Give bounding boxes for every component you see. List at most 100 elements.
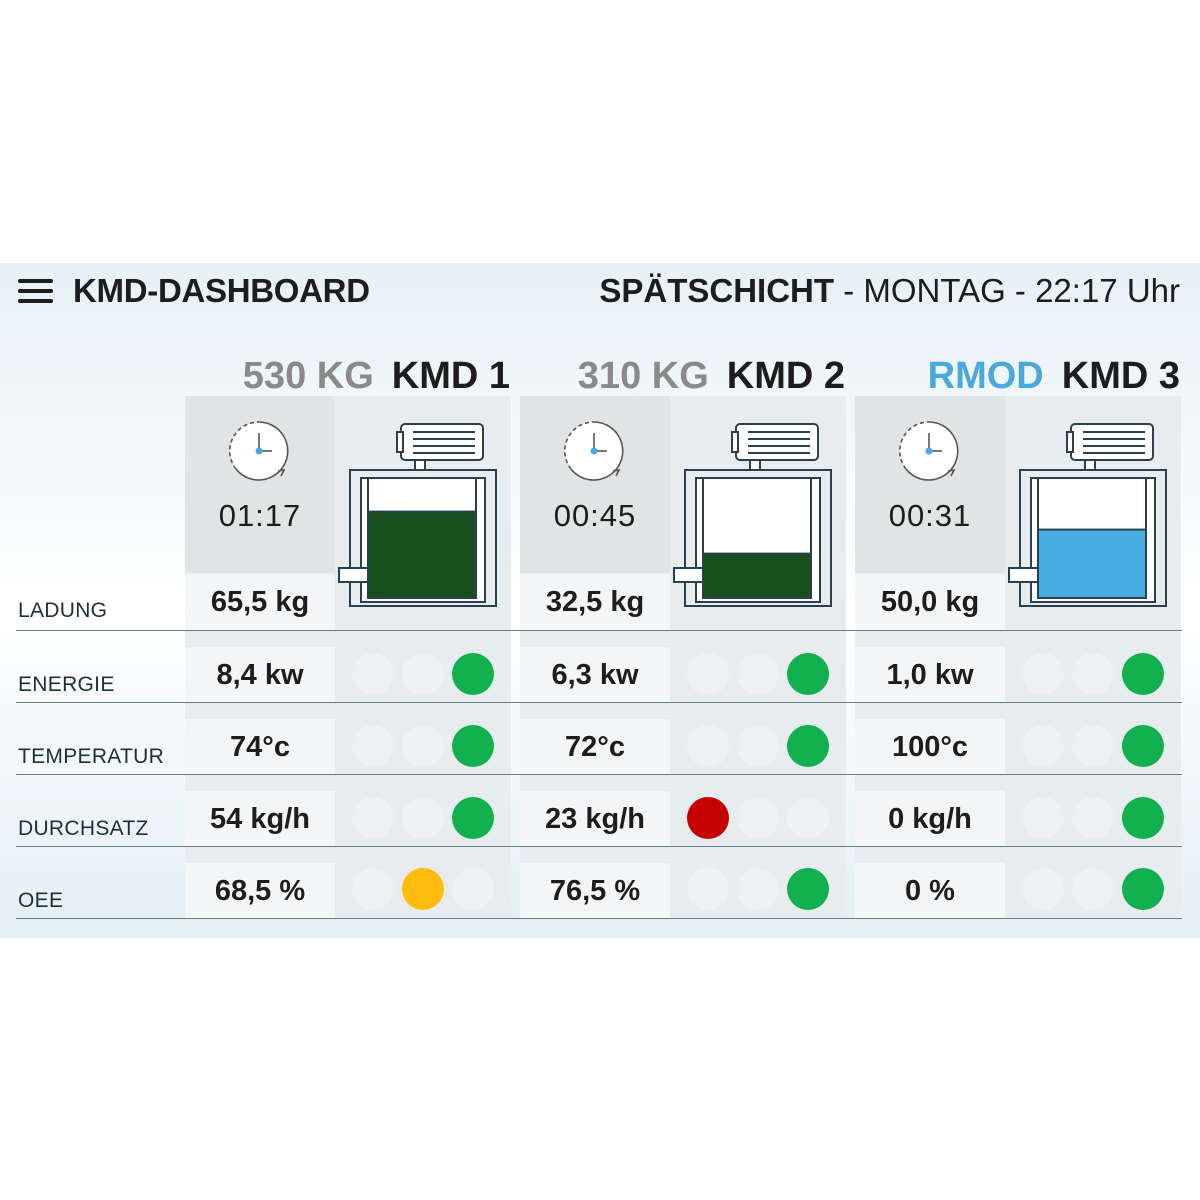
status-light-temperatur-1: [687, 725, 729, 767]
clock-icon: [229, 421, 289, 481]
mixer-machine-icon: [673, 423, 832, 607]
row-divider: [16, 846, 1182, 847]
status-light-oee-2: [1072, 868, 1114, 910]
unit-weight: 530 KG: [242, 355, 374, 397]
motor-cap: [1066, 431, 1074, 453]
status-light-oee-1: [352, 868, 394, 910]
status-light-oee-2: [737, 868, 779, 910]
status-light-energie-2: [1072, 653, 1114, 695]
status-light-oee-3: [452, 868, 494, 910]
oee-value: 0 %: [855, 863, 1005, 919]
status-light-temperatur-3: [1122, 725, 1164, 767]
header-bar: KMD-DASHBOARD SPÄTSCHICHT - MONTAG - 22:…: [0, 263, 1200, 317]
temperatur-value: 100°c: [855, 719, 1005, 775]
oee-value: 68,5 %: [185, 863, 335, 919]
motor-housing: [1070, 423, 1154, 461]
status-light-temperatur-1: [352, 725, 394, 767]
status-light-durchsatz-1: [352, 797, 394, 839]
machine-frame: [684, 469, 832, 607]
shift-name: SPÄTSCHICHT: [599, 272, 835, 309]
unit-block-2[interactable]: 00:45 32,5 kg 6,3 kw 72°c 23 kg/h 76,5 %: [520, 396, 846, 919]
status-light-energie-1: [687, 653, 729, 695]
shift-day-time: - MONTAG - 22:17 Uhr: [834, 272, 1180, 309]
row-label-oee: OEE: [18, 889, 64, 912]
row-label-durchsatz: DURCHSATZ: [18, 817, 149, 840]
motor-housing: [400, 423, 484, 461]
temperatur-value: 74°c: [185, 719, 335, 775]
drum-fill-level: [367, 510, 477, 599]
row-label-temperatur: TEMPERATUR: [18, 745, 165, 768]
timer-value: 01:17: [218, 498, 302, 533]
motor-shaft: [414, 459, 426, 471]
row-divider: [16, 774, 1182, 775]
timer-area: 01:17: [185, 396, 335, 573]
timer-area: 00:45: [520, 396, 670, 573]
row-divider: [16, 918, 1182, 919]
status-light-oee-1: [687, 868, 729, 910]
row-divider: [16, 630, 1182, 631]
motor-shaft: [1084, 459, 1096, 471]
outlet-pipe: [338, 567, 369, 583]
dashboard-panel: KMD-DASHBOARD SPÄTSCHICHT - MONTAG - 22:…: [0, 263, 1200, 938]
status-light-energie-3: [1122, 653, 1164, 695]
unit-heading-3: RMOD KMD 3: [928, 355, 1180, 398]
row-divider: [16, 702, 1182, 703]
status-light-energie-2: [402, 653, 444, 695]
row-label-ladung: LADUNG: [18, 599, 108, 622]
status-light-temperatur-2: [1072, 725, 1114, 767]
motor-shaft: [749, 459, 761, 471]
status-light-durchsatz-2: [402, 797, 444, 839]
outlet-pipe: [1008, 567, 1039, 583]
unit-name: KMD 3: [1061, 355, 1180, 397]
ladung-value: 65,5 kg: [185, 574, 335, 630]
status-light-durchsatz-3: [1122, 797, 1164, 839]
temperatur-value: 72°c: [520, 719, 670, 775]
motor-cap: [731, 431, 739, 453]
status-light-oee-1: [1022, 868, 1064, 910]
status-light-energie-2: [737, 653, 779, 695]
drum-fill-level: [702, 552, 812, 600]
unit-heading-1: 530 KG KMD 1: [243, 355, 510, 398]
outlet-pipe: [673, 567, 704, 583]
timer-value: 00:45: [553, 498, 637, 533]
drum-fill-level: [1037, 528, 1147, 599]
status-light-temperatur-3: [452, 725, 494, 767]
durchsatz-value: 0 kg/h: [855, 791, 1005, 847]
status-light-energie-1: [352, 653, 394, 695]
status-light-oee-3: [787, 868, 829, 910]
status-light-energie-3: [787, 653, 829, 695]
hamburger-menu-icon[interactable]: [18, 279, 53, 303]
status-light-durchsatz-1: [687, 797, 729, 839]
status-light-energie-3: [452, 653, 494, 695]
energie-value: 8,4 kw: [185, 647, 335, 703]
status-light-durchsatz-3: [452, 797, 494, 839]
mixer-machine-icon: [1008, 423, 1167, 607]
machine-frame: [349, 469, 497, 607]
durchsatz-value: 23 kg/h: [520, 791, 670, 847]
status-light-durchsatz-3: [787, 797, 829, 839]
oee-value: 76,5 %: [520, 863, 670, 919]
unit-heading-2: 310 KG KMD 2: [578, 355, 845, 398]
clock-icon: [899, 421, 959, 481]
shift-info: SPÄTSCHICHT - MONTAG - 22:17 Uhr: [599, 272, 1180, 310]
unit-name: KMD 1: [391, 355, 510, 397]
motor-cap: [396, 431, 404, 453]
status-light-oee-2: [402, 868, 444, 910]
row-label-energie: ENERGIE: [18, 673, 115, 696]
status-light-temperatur-2: [402, 725, 444, 767]
app-title: KMD-DASHBOARD: [73, 272, 370, 309]
ladung-value: 50,0 kg: [855, 574, 1005, 630]
timer-value: 00:31: [888, 498, 972, 533]
status-light-durchsatz-2: [1072, 797, 1114, 839]
status-light-temperatur-2: [737, 725, 779, 767]
unit-block-1[interactable]: 01:17 65,5 kg 8,4 kw 74°c 54 kg/h 68,5 %: [185, 396, 511, 919]
unit-block-3[interactable]: 00:31 50,0 kg 1,0 kw 100°c 0 kg/h 0 %: [855, 396, 1181, 919]
unit-weight: 310 KG: [577, 355, 709, 397]
energie-value: 6,3 kw: [520, 647, 670, 703]
mixer-machine-icon: [338, 423, 497, 607]
ladung-value: 32,5 kg: [520, 574, 670, 630]
status-light-energie-1: [1022, 653, 1064, 695]
unit-name: KMD 2: [726, 355, 845, 397]
status-light-temperatur-3: [787, 725, 829, 767]
clock-icon: [564, 421, 624, 481]
